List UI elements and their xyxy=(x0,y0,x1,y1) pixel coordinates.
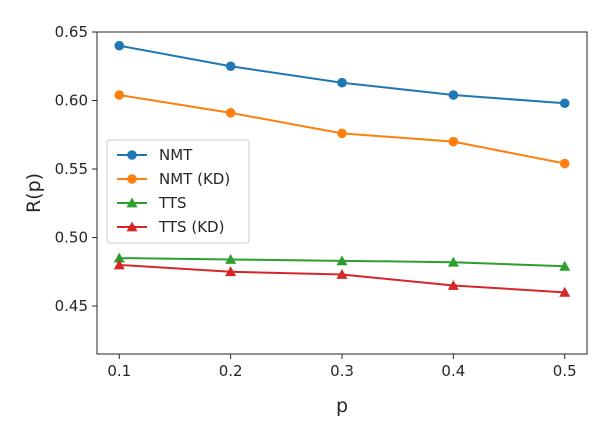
legend: NMT NMT (KD) TTS TTS (KD) xyxy=(106,139,250,244)
data-point xyxy=(448,136,459,147)
data-point xyxy=(225,266,237,277)
x-tick-label: 0.2 xyxy=(219,362,243,380)
data-point xyxy=(559,158,570,169)
legend-marker xyxy=(127,174,137,184)
data-point xyxy=(114,90,125,100)
x-tick-label: 0.5 xyxy=(553,362,577,380)
legend-item-1: NMT (KD) xyxy=(117,170,230,188)
data-point xyxy=(447,256,459,267)
data-point xyxy=(559,260,571,271)
legend-item-0: NMT xyxy=(117,146,193,164)
data-point xyxy=(448,90,459,100)
series-2 xyxy=(113,252,571,271)
data-point xyxy=(113,252,125,263)
y-tick-label: 0.55 xyxy=(55,160,88,178)
legend-marker xyxy=(126,221,138,232)
legend-label: TTS (KD) xyxy=(158,218,224,236)
x-tick-label: 0.3 xyxy=(330,362,354,380)
data-point xyxy=(114,40,125,51)
data-point xyxy=(336,255,348,266)
y-axis-label: R(p) xyxy=(23,173,45,213)
series-layer xyxy=(113,40,571,297)
data-point xyxy=(225,108,236,118)
series-1 xyxy=(114,90,570,169)
y-tick-label: 0.50 xyxy=(55,229,88,247)
legend-label: NMT xyxy=(159,146,193,164)
data-point xyxy=(225,253,237,264)
data-point xyxy=(337,77,347,88)
data-point xyxy=(225,61,236,72)
data-point xyxy=(336,269,348,279)
series-0 xyxy=(114,40,570,109)
legend-label: TTS xyxy=(158,194,187,212)
legend-item-2: TTS xyxy=(117,194,187,212)
data-point xyxy=(447,279,459,290)
legend-item-3: TTS (KD) xyxy=(117,218,224,236)
series-3 xyxy=(113,259,571,297)
data-point xyxy=(559,286,571,297)
legend-marker xyxy=(127,150,137,160)
y-axis: 0.45 0.50 0.55 0.60 0.65 xyxy=(55,23,97,315)
legend-box xyxy=(106,139,250,244)
legend-label: NMT (KD) xyxy=(159,170,230,188)
data-point xyxy=(337,128,347,139)
x-tick-label: 0.1 xyxy=(107,362,131,380)
y-tick-label: 0.60 xyxy=(55,92,88,110)
data-point xyxy=(559,98,570,109)
y-tick-label: 0.45 xyxy=(55,297,88,315)
data-point xyxy=(113,259,125,270)
y-tick-label: 0.65 xyxy=(55,23,88,41)
x-axis-label: p xyxy=(336,395,348,417)
x-axis: 0.1 0.2 0.3 0.4 0.5 xyxy=(107,354,577,380)
x-tick-label: 0.4 xyxy=(441,362,465,380)
legend-marker xyxy=(126,197,138,208)
